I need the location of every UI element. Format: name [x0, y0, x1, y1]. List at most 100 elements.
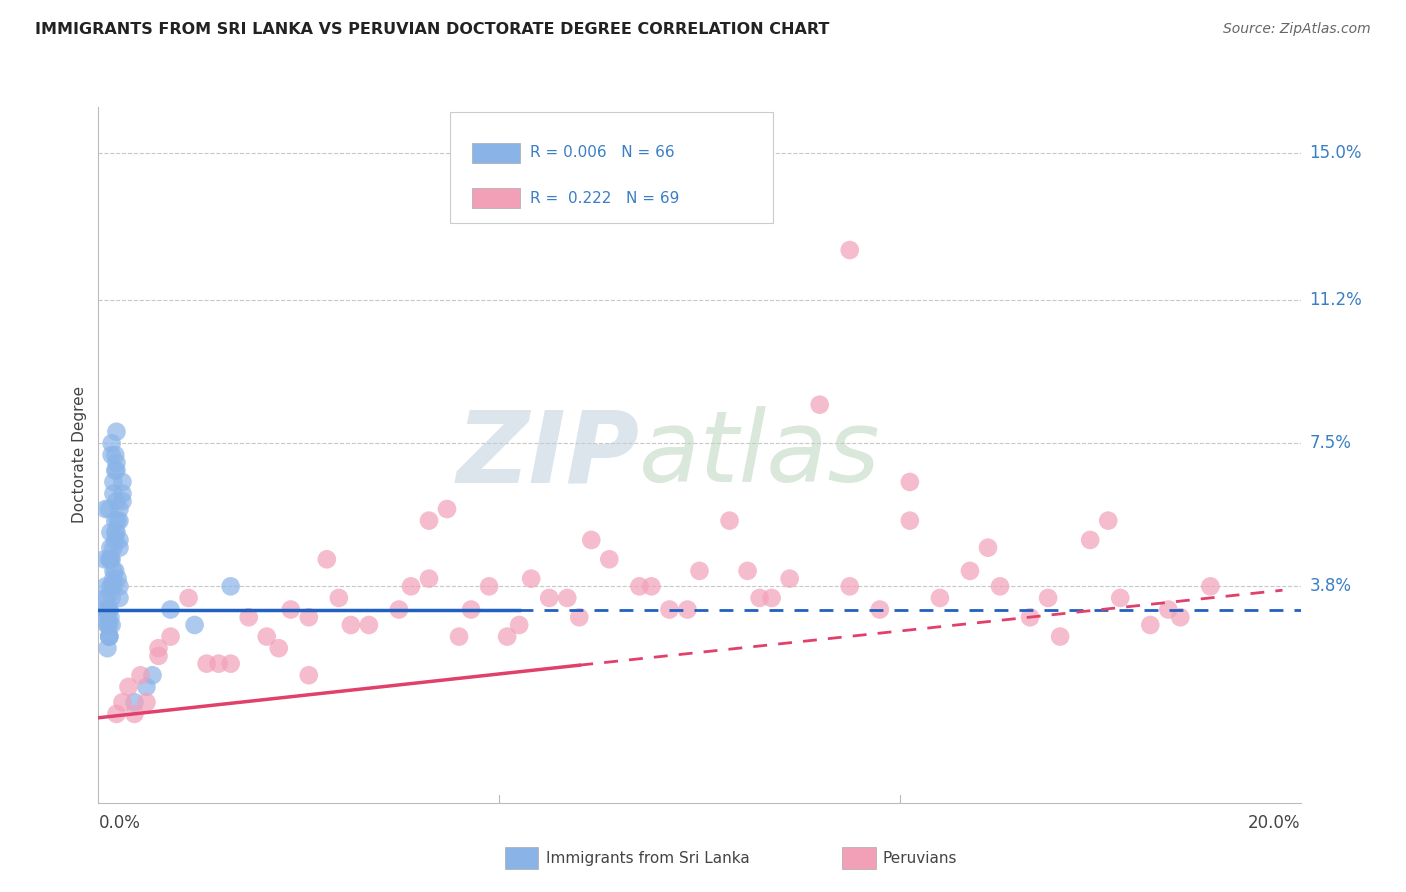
Point: [1157, 602, 1180, 616]
Point: [100, 436, 122, 450]
Point: [538, 591, 561, 605]
Point: [1199, 579, 1222, 593]
Point: [94, 591, 117, 605]
Point: [141, 668, 163, 682]
Point: [159, 630, 181, 644]
Point: [104, 448, 127, 462]
Point: [103, 564, 125, 578]
Point: [148, 648, 170, 663]
Point: [98, 502, 121, 516]
Point: [103, 572, 125, 586]
Point: [124, 706, 146, 721]
Point: [124, 695, 146, 709]
Point: [478, 579, 501, 593]
Point: [436, 502, 458, 516]
Point: [108, 541, 131, 555]
Point: [98, 630, 121, 644]
Y-axis label: Doctorate Degree: Doctorate Degree: [72, 386, 87, 524]
Point: [108, 514, 131, 528]
Point: [105, 463, 128, 477]
Point: [103, 486, 125, 500]
Point: [104, 564, 127, 578]
Point: [96, 641, 118, 656]
Point: [183, 618, 205, 632]
Point: [111, 486, 134, 500]
Point: [108, 591, 131, 605]
Point: [100, 579, 122, 593]
Point: [418, 514, 440, 528]
Point: [104, 463, 127, 477]
Point: [117, 680, 139, 694]
Point: [977, 541, 1000, 555]
Text: Immigrants from Sri Lanka: Immigrants from Sri Lanka: [546, 851, 749, 865]
Point: [315, 552, 337, 566]
Point: [208, 657, 231, 671]
Point: [100, 591, 122, 605]
Point: [135, 695, 157, 709]
Point: [98, 602, 121, 616]
Point: [779, 572, 801, 586]
Point: [94, 579, 117, 593]
Point: [94, 502, 117, 516]
Point: [898, 475, 921, 489]
Point: [96, 602, 118, 616]
Point: [98, 618, 121, 632]
Point: [98, 602, 121, 616]
Point: [1109, 591, 1132, 605]
Point: [107, 572, 129, 586]
Point: [159, 602, 181, 616]
Point: [100, 552, 122, 566]
Point: [280, 602, 302, 616]
Point: [107, 514, 129, 528]
Point: [838, 243, 860, 257]
Text: IMMIGRANTS FROM SRI LANKA VS PERUVIAN DOCTORATE DEGREE CORRELATION CHART: IMMIGRANTS FROM SRI LANKA VS PERUVIAN DO…: [35, 22, 830, 37]
Point: [520, 572, 543, 586]
Point: [129, 668, 152, 682]
Point: [1078, 533, 1101, 547]
Point: [104, 514, 127, 528]
Point: [838, 579, 860, 593]
Text: 0.0%: 0.0%: [98, 814, 141, 832]
Point: [93, 552, 115, 566]
Point: [219, 579, 242, 593]
Point: [328, 591, 350, 605]
Point: [100, 541, 122, 555]
Point: [640, 579, 662, 593]
Point: [581, 533, 603, 547]
Point: [1097, 514, 1119, 528]
Point: [737, 564, 759, 578]
Point: [100, 525, 122, 540]
Point: [135, 680, 157, 694]
Point: [628, 579, 651, 593]
Point: [460, 602, 482, 616]
Point: [1170, 610, 1192, 624]
Point: [1139, 618, 1161, 632]
Text: 20.0%: 20.0%: [1249, 814, 1301, 832]
Point: [508, 618, 530, 632]
Point: [103, 541, 125, 555]
Point: [869, 602, 891, 616]
Point: [104, 533, 127, 547]
Point: [105, 425, 128, 439]
Point: [808, 398, 831, 412]
Point: [298, 610, 321, 624]
Point: [267, 641, 290, 656]
Point: [105, 456, 128, 470]
Point: [298, 668, 321, 682]
Point: [103, 475, 125, 489]
Point: [98, 630, 121, 644]
Point: [100, 579, 122, 593]
Text: Source: ZipAtlas.com: Source: ZipAtlas.com: [1223, 22, 1371, 37]
Point: [195, 657, 218, 671]
Point: [104, 525, 127, 540]
Text: 7.5%: 7.5%: [1309, 434, 1351, 452]
Point: [96, 610, 118, 624]
Point: [96, 618, 118, 632]
Text: R = 0.006   N = 66: R = 0.006 N = 66: [530, 145, 675, 161]
Point: [219, 657, 242, 671]
Point: [111, 475, 134, 489]
Point: [100, 448, 122, 462]
Point: [340, 618, 363, 632]
Point: [676, 602, 699, 616]
Text: atlas: atlas: [640, 407, 882, 503]
